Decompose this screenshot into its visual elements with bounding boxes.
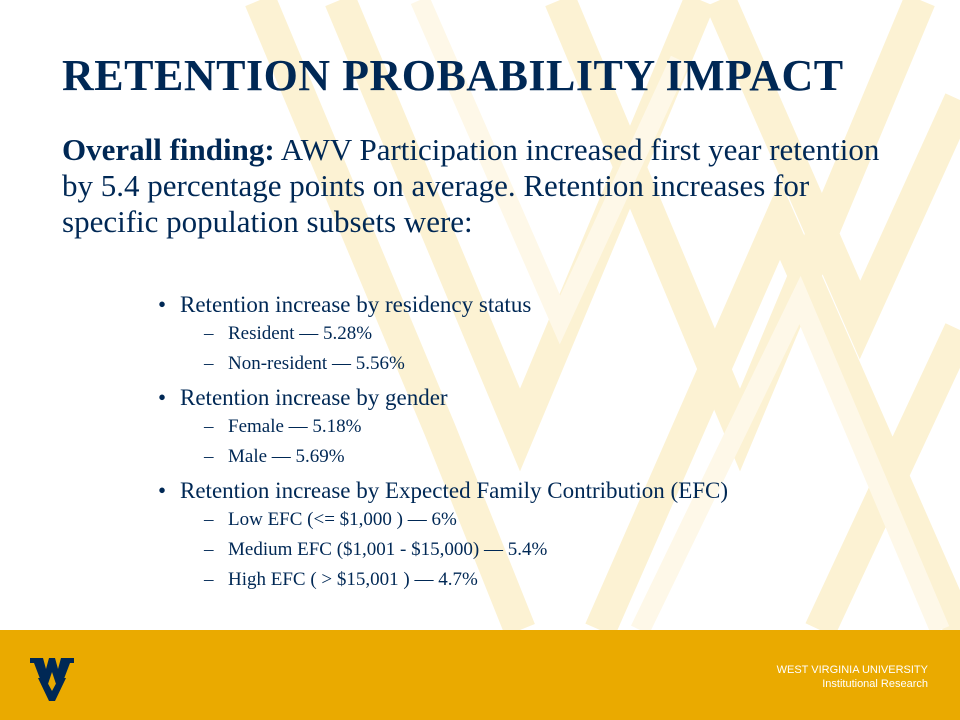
bullet-label: Retention increase by Expected Family Co… bbox=[180, 478, 729, 503]
dash-icon: – bbox=[204, 539, 214, 560]
footer-university: WEST VIRGINIA UNIVERSITY bbox=[776, 664, 928, 676]
finding-text: AWV Participation increased first year r… bbox=[62, 132, 880, 239]
footer-bar: WEST VIRGINIA UNIVERSITY Institutional R… bbox=[0, 630, 960, 720]
dash-icon: – bbox=[204, 569, 214, 590]
sub-bullet-text: Medium EFC ($1,001 - $15,000) — 5.4% bbox=[228, 539, 548, 560]
bullet-label: Retention increase by residency status bbox=[180, 292, 532, 317]
sub-bullet-text: Low EFC (<= $1,000 ) — 6% bbox=[228, 509, 457, 530]
sub-bullet-text: High EFC ( > $15,001 ) — 4.7% bbox=[228, 569, 478, 590]
sub-bullet-non-resident: – Non-resident — 5.56% bbox=[158, 349, 728, 379]
background-chevron-pattern bbox=[245, 0, 960, 630]
bullet-icon: • bbox=[158, 385, 167, 410]
subset-bullet-list: • Retention increase by residency status … bbox=[158, 290, 728, 595]
finding-lead: Overall finding: bbox=[62, 132, 275, 167]
dash-icon: – bbox=[204, 416, 214, 437]
bullet-gender: • Retention increase by gender bbox=[158, 383, 728, 412]
sub-bullet-text: Male — 5.69% bbox=[228, 446, 345, 467]
sub-bullet-text: Female — 5.18% bbox=[228, 416, 362, 437]
bullet-efc: • Retention increase by Expected Family C… bbox=[158, 476, 728, 505]
bullet-icon: • bbox=[158, 478, 167, 503]
sub-bullet-male: – Male — 5.69% bbox=[158, 442, 728, 472]
dash-icon: – bbox=[204, 509, 214, 530]
sub-bullet-high-efc: – High EFC ( > $15,001 ) — 4.7% bbox=[158, 565, 728, 595]
bullet-residency: • Retention increase by residency status bbox=[158, 290, 728, 319]
sub-bullet-text: Non-resident — 5.56% bbox=[228, 353, 405, 374]
sub-bullet-female: – Female — 5.18% bbox=[158, 412, 728, 442]
sub-bullet-medium-efc: – Medium EFC ($1,001 - $15,000) — 5.4% bbox=[158, 535, 728, 565]
footer-org-block: WEST VIRGINIA UNIVERSITY Institutional R… bbox=[777, 663, 928, 691]
footer-department: Institutional Research bbox=[822, 678, 928, 690]
sub-bullet-resident: – Resident — 5.28% bbox=[158, 319, 728, 349]
dash-icon: – bbox=[204, 446, 214, 467]
bullet-label: Retention increase by gender bbox=[180, 385, 448, 410]
overall-finding: Overall finding: AWV Participation incre… bbox=[62, 132, 912, 240]
bullet-icon: • bbox=[158, 292, 167, 317]
sub-bullet-text: Resident — 5.28% bbox=[228, 323, 373, 344]
dash-icon: – bbox=[204, 323, 214, 344]
sub-bullet-low-efc: – Low EFC (<= $1,000 ) — 6% bbox=[158, 505, 728, 535]
slide-title: RETENTION PROBABILITY IMPACT bbox=[62, 51, 844, 100]
dash-icon: – bbox=[204, 353, 214, 374]
flying-wv-logo-icon bbox=[30, 658, 74, 701]
